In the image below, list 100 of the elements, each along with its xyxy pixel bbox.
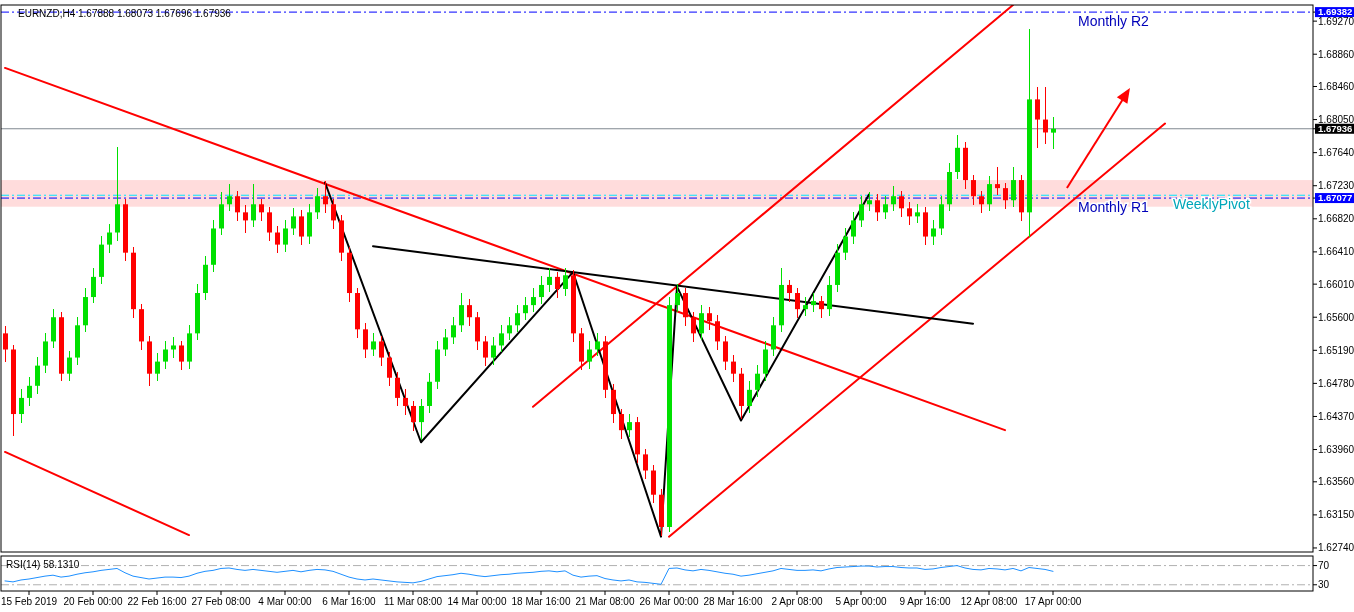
- chart-title: RSI(14) 58.1310: [6, 559, 80, 570]
- candlestick: [291, 207, 296, 237]
- candlestick: [723, 335, 728, 371]
- candlestick: [3, 325, 8, 363]
- candlestick: [419, 398, 424, 442]
- y-tick-label: 1.68460: [1318, 80, 1354, 92]
- candlestick: [227, 182, 232, 212]
- x-tick-label: 15 Feb 2019: [0, 596, 58, 607]
- y-tick-label: 1.67077: [1318, 192, 1353, 204]
- candlestick: [283, 219, 288, 253]
- candlestick: [323, 180, 328, 214]
- candlestick: [803, 295, 808, 317]
- candlestick: [403, 388, 408, 416]
- y-tick-label: 1.66010: [1318, 278, 1354, 290]
- y-tick-label: 1.68050: [1318, 114, 1354, 126]
- candlestick: [979, 190, 984, 214]
- candlestick: [459, 291, 464, 333]
- x-tick-label: 12 Apr 08:00: [960, 596, 1018, 607]
- candlestick: [1011, 166, 1016, 208]
- candlestick: [987, 174, 992, 212]
- candlestick: [971, 173, 976, 206]
- y-tick-label: 1.63560: [1318, 476, 1354, 488]
- y-tick-label: 30: [1318, 579, 1330, 591]
- candlestick: [787, 278, 792, 303]
- x-tick-label: 22 Feb 16:00: [127, 596, 187, 607]
- candlestick: [107, 223, 112, 254]
- candlestick: [387, 351, 392, 388]
- candlestick: [299, 209, 304, 246]
- candlestick: [451, 315, 456, 346]
- x-tick-label: 21 Mar 08:00: [575, 596, 635, 607]
- candlestick: [27, 376, 32, 408]
- candlestick: [691, 311, 696, 343]
- x-tick-label: 11 Mar 08:00: [383, 596, 443, 607]
- candlestick: [411, 399, 416, 432]
- y-tick-label: 1.65190: [1318, 344, 1354, 356]
- ref-line-label: Monthly R2: [1078, 13, 1150, 30]
- x-tick-label: 5 Apr 00:00: [835, 596, 888, 607]
- candlestick: [915, 203, 920, 225]
- ref-line-label: WeeklyPivot: [1173, 196, 1250, 213]
- candlestick: [267, 206, 272, 242]
- candlestick: [587, 340, 592, 370]
- candlestick: [731, 354, 736, 384]
- y-tick-label: 1.64780: [1318, 377, 1354, 389]
- candlestick: [19, 388, 24, 424]
- candlestick: [819, 295, 824, 319]
- candlestick: [1051, 116, 1056, 150]
- candlestick: [907, 201, 912, 226]
- candlestick: [155, 352, 160, 382]
- candlestick: [707, 306, 712, 331]
- candlestick: [883, 194, 888, 221]
- y-tick-label: 1.63960: [1318, 444, 1354, 456]
- candlestick: [619, 407, 624, 440]
- candlestick: [1043, 86, 1048, 146]
- y-tick-label: 1.67640: [1318, 147, 1354, 159]
- candlestick: [275, 225, 280, 254]
- candlestick: [715, 314, 720, 351]
- y-tick-label: 1.66410: [1318, 246, 1354, 258]
- candlestick: [483, 335, 488, 367]
- candlestick: [643, 448, 648, 480]
- candlestick: [523, 295, 528, 321]
- candlestick: [515, 303, 520, 333]
- candlestick: [363, 322, 368, 359]
- candlestick: [243, 204, 248, 234]
- candlestick: [251, 182, 256, 229]
- candlestick: [235, 190, 240, 222]
- x-tick-label: 17 Apr 00:00: [1024, 596, 1082, 607]
- candlestick: [491, 336, 496, 366]
- candlestick: [931, 219, 936, 246]
- candlestick: [875, 193, 880, 222]
- candlestick: [539, 275, 544, 305]
- y-tick-label: 1.69270: [1318, 15, 1354, 27]
- candlestick: [627, 412, 632, 438]
- candlestick: [699, 303, 704, 342]
- y-tick-label: 1.66820: [1318, 213, 1354, 225]
- candlestick: [499, 324, 504, 354]
- y-tick-label: 1.69382: [1318, 6, 1353, 18]
- candlestick: [1035, 86, 1040, 150]
- y-tick-label: 1.63150: [1318, 509, 1354, 521]
- y-tick-label: 1.62740: [1318, 542, 1354, 554]
- candlestick: [563, 267, 568, 297]
- candlestick: [675, 283, 680, 313]
- candlestick: [891, 185, 896, 212]
- x-tick-label: 20 Feb 00:00: [63, 596, 123, 607]
- candlestick: [851, 211, 856, 245]
- candlestick: [995, 166, 1000, 196]
- candlestick: [443, 328, 448, 358]
- candlestick: [395, 370, 400, 408]
- candlestick: [171, 336, 176, 359]
- candlestick: [35, 356, 40, 396]
- candlestick: [795, 286, 800, 319]
- candlestick: [179, 340, 184, 371]
- candlestick: [379, 335, 384, 367]
- candlestick: [91, 267, 96, 304]
- candlestick: [315, 186, 320, 221]
- candlestick: [507, 315, 512, 342]
- candlestick: [67, 349, 72, 382]
- candlestick: [867, 190, 872, 212]
- x-tick-label: 26 Mar 00:00: [639, 596, 699, 607]
- candlestick: [547, 267, 552, 293]
- candlestick: [259, 198, 264, 222]
